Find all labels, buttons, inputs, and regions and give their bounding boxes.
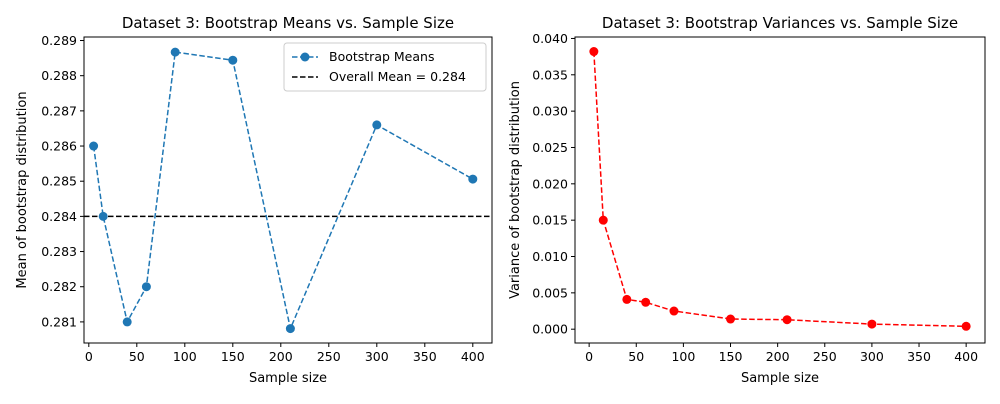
means-y-tick-label: 0.286 (41, 139, 77, 154)
legend-box (283, 42, 487, 92)
means-data-point (170, 47, 180, 57)
variances-series-line (593, 51, 967, 328)
means-x-tick-label: 0 (85, 349, 93, 364)
variances-x-tick-label: 400 (954, 349, 978, 364)
means-chart: Dataset 3: Bootstrap Means vs. Sample Si… (15, 14, 493, 386)
means-y-tick-label: 0.285 (41, 174, 77, 189)
means-chart-title: Dataset 3: Bootstrap Means vs. Sample Si… (122, 14, 454, 32)
variances-x-tick-label: 100 (671, 349, 695, 364)
variances-data-point (726, 314, 736, 324)
means-y-tick-label: 0.287 (41, 103, 77, 118)
variances-x-tick-label: 250 (813, 349, 837, 364)
means-x-tick-label: 350 (413, 349, 437, 364)
variances-y-tick-label: 0.005 (532, 285, 568, 300)
means-x-tick-label: 200 (269, 349, 293, 364)
means-x-tick-label: 300 (365, 349, 389, 364)
means-data-point (228, 55, 238, 65)
legend-label-overall-mean: Overall Mean = 0.284 (329, 69, 466, 84)
variances-y-tick-label: 0.030 (532, 104, 568, 119)
variances-data-point (598, 215, 608, 225)
variances-y-tick-label: 0.020 (532, 176, 568, 191)
variances-data-point (641, 297, 651, 307)
means-y-tick-label: 0.288 (41, 68, 77, 83)
variances-x-axis-label: Sample size (741, 371, 819, 386)
variances-plot-frame (574, 36, 986, 344)
means-plot-frame (83, 36, 493, 344)
means-legend: Bootstrap Means Overall Mean = 0.284 (283, 42, 487, 92)
variances-data-point (867, 319, 877, 329)
variances-y-tick-label: 0.035 (532, 67, 568, 82)
variances-data-point (961, 321, 971, 331)
means-data-point (285, 324, 295, 334)
means-x-tick-label: 150 (221, 349, 245, 364)
variances-chart-title: Dataset 3: Bootstrap Variances vs. Sampl… (602, 14, 958, 32)
means-data-point (468, 174, 478, 184)
means-x-tick-label: 400 (461, 349, 485, 364)
means-y-tick-label: 0.289 (41, 33, 77, 48)
means-data-point (122, 317, 132, 327)
means-x-tick-label: 50 (129, 349, 145, 364)
means-data-point (372, 120, 382, 130)
variances-x-tick-label: 0 (585, 349, 593, 364)
variances-data-point (622, 294, 632, 304)
means-y-tick-label: 0.281 (41, 314, 77, 329)
variances-data-point (669, 306, 679, 316)
variances-x-tick-label: 350 (907, 349, 931, 364)
means-x-tick-label: 250 (317, 349, 341, 364)
variances-y-tick-label: 0.025 (532, 140, 568, 155)
legend-label-bootstrap-means: Bootstrap Means (329, 49, 434, 64)
variances-y-tick-label: 0.040 (532, 31, 568, 46)
means-y-tick-label: 0.283 (41, 244, 77, 259)
variances-y-tick-label: 0.015 (532, 213, 568, 228)
variances-data-point (589, 47, 599, 57)
variances-x-tick-label: 150 (719, 349, 743, 364)
means-data-point (141, 282, 151, 292)
variances-y-tick-label: 0.010 (532, 249, 568, 264)
variances-chart: Dataset 3: Bootstrap Variances vs. Sampl… (508, 14, 986, 386)
variances-x-tick-label: 300 (860, 349, 884, 364)
variances-y-axis-label: Variance of bootstrap distribution (508, 81, 523, 299)
variances-data-point (782, 315, 792, 325)
variances-y-tick-label: 0.000 (532, 322, 568, 337)
variances-x-tick-label: 200 (766, 349, 790, 364)
means-y-axis-label: Mean of bootstrap distribution (15, 91, 30, 288)
means-x-tick-label: 100 (173, 349, 197, 364)
means-y-tick-label: 0.282 (41, 279, 77, 294)
means-y-tick-label: 0.284 (41, 209, 77, 224)
means-data-point (89, 141, 99, 151)
legend-swatch-bootstrap-means-marker (300, 52, 310, 62)
means-data-point (98, 211, 108, 221)
means-series-line (92, 51, 474, 332)
variances-x-tick-label: 50 (628, 349, 644, 364)
means-x-axis-label: Sample size (249, 371, 327, 386)
